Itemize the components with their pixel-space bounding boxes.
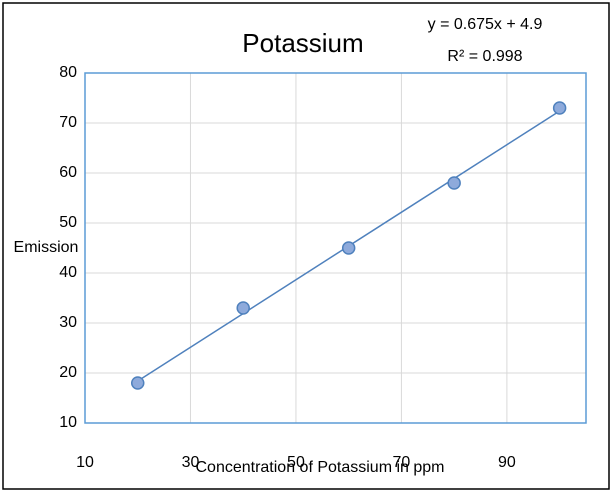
y-tick-label: 60	[59, 164, 77, 181]
point	[236, 301, 250, 315]
point	[552, 101, 567, 115]
x-axis-label: Concentration of Potassium in ppm	[195, 459, 444, 476]
y-tick-label: 80	[59, 64, 77, 81]
x-tick-label: 70	[393, 454, 411, 471]
x-tick-label: 10	[76, 454, 94, 471]
chart-title: Potassium	[242, 28, 363, 58]
y-tick-label: 10	[59, 414, 77, 431]
y-tick-label: 50	[59, 214, 77, 231]
equation: y = 0.675x + 4.9	[428, 16, 543, 33]
plot-area	[84, 72, 587, 424]
y-tick-label: 70	[59, 114, 77, 131]
x-tick-label: 50	[287, 454, 305, 471]
r-squared: R² = 0.998	[447, 48, 522, 65]
x-tick-label: 90	[498, 454, 516, 471]
x-tick-label: 30	[182, 454, 200, 471]
y-tick-label: 30	[59, 314, 77, 331]
point	[341, 241, 356, 255]
y-tick-label: 40	[59, 264, 77, 281]
y-axis-label: Emission	[14, 239, 79, 256]
point	[130, 376, 145, 390]
y-tick-label: 20	[59, 364, 77, 381]
point	[447, 176, 461, 190]
